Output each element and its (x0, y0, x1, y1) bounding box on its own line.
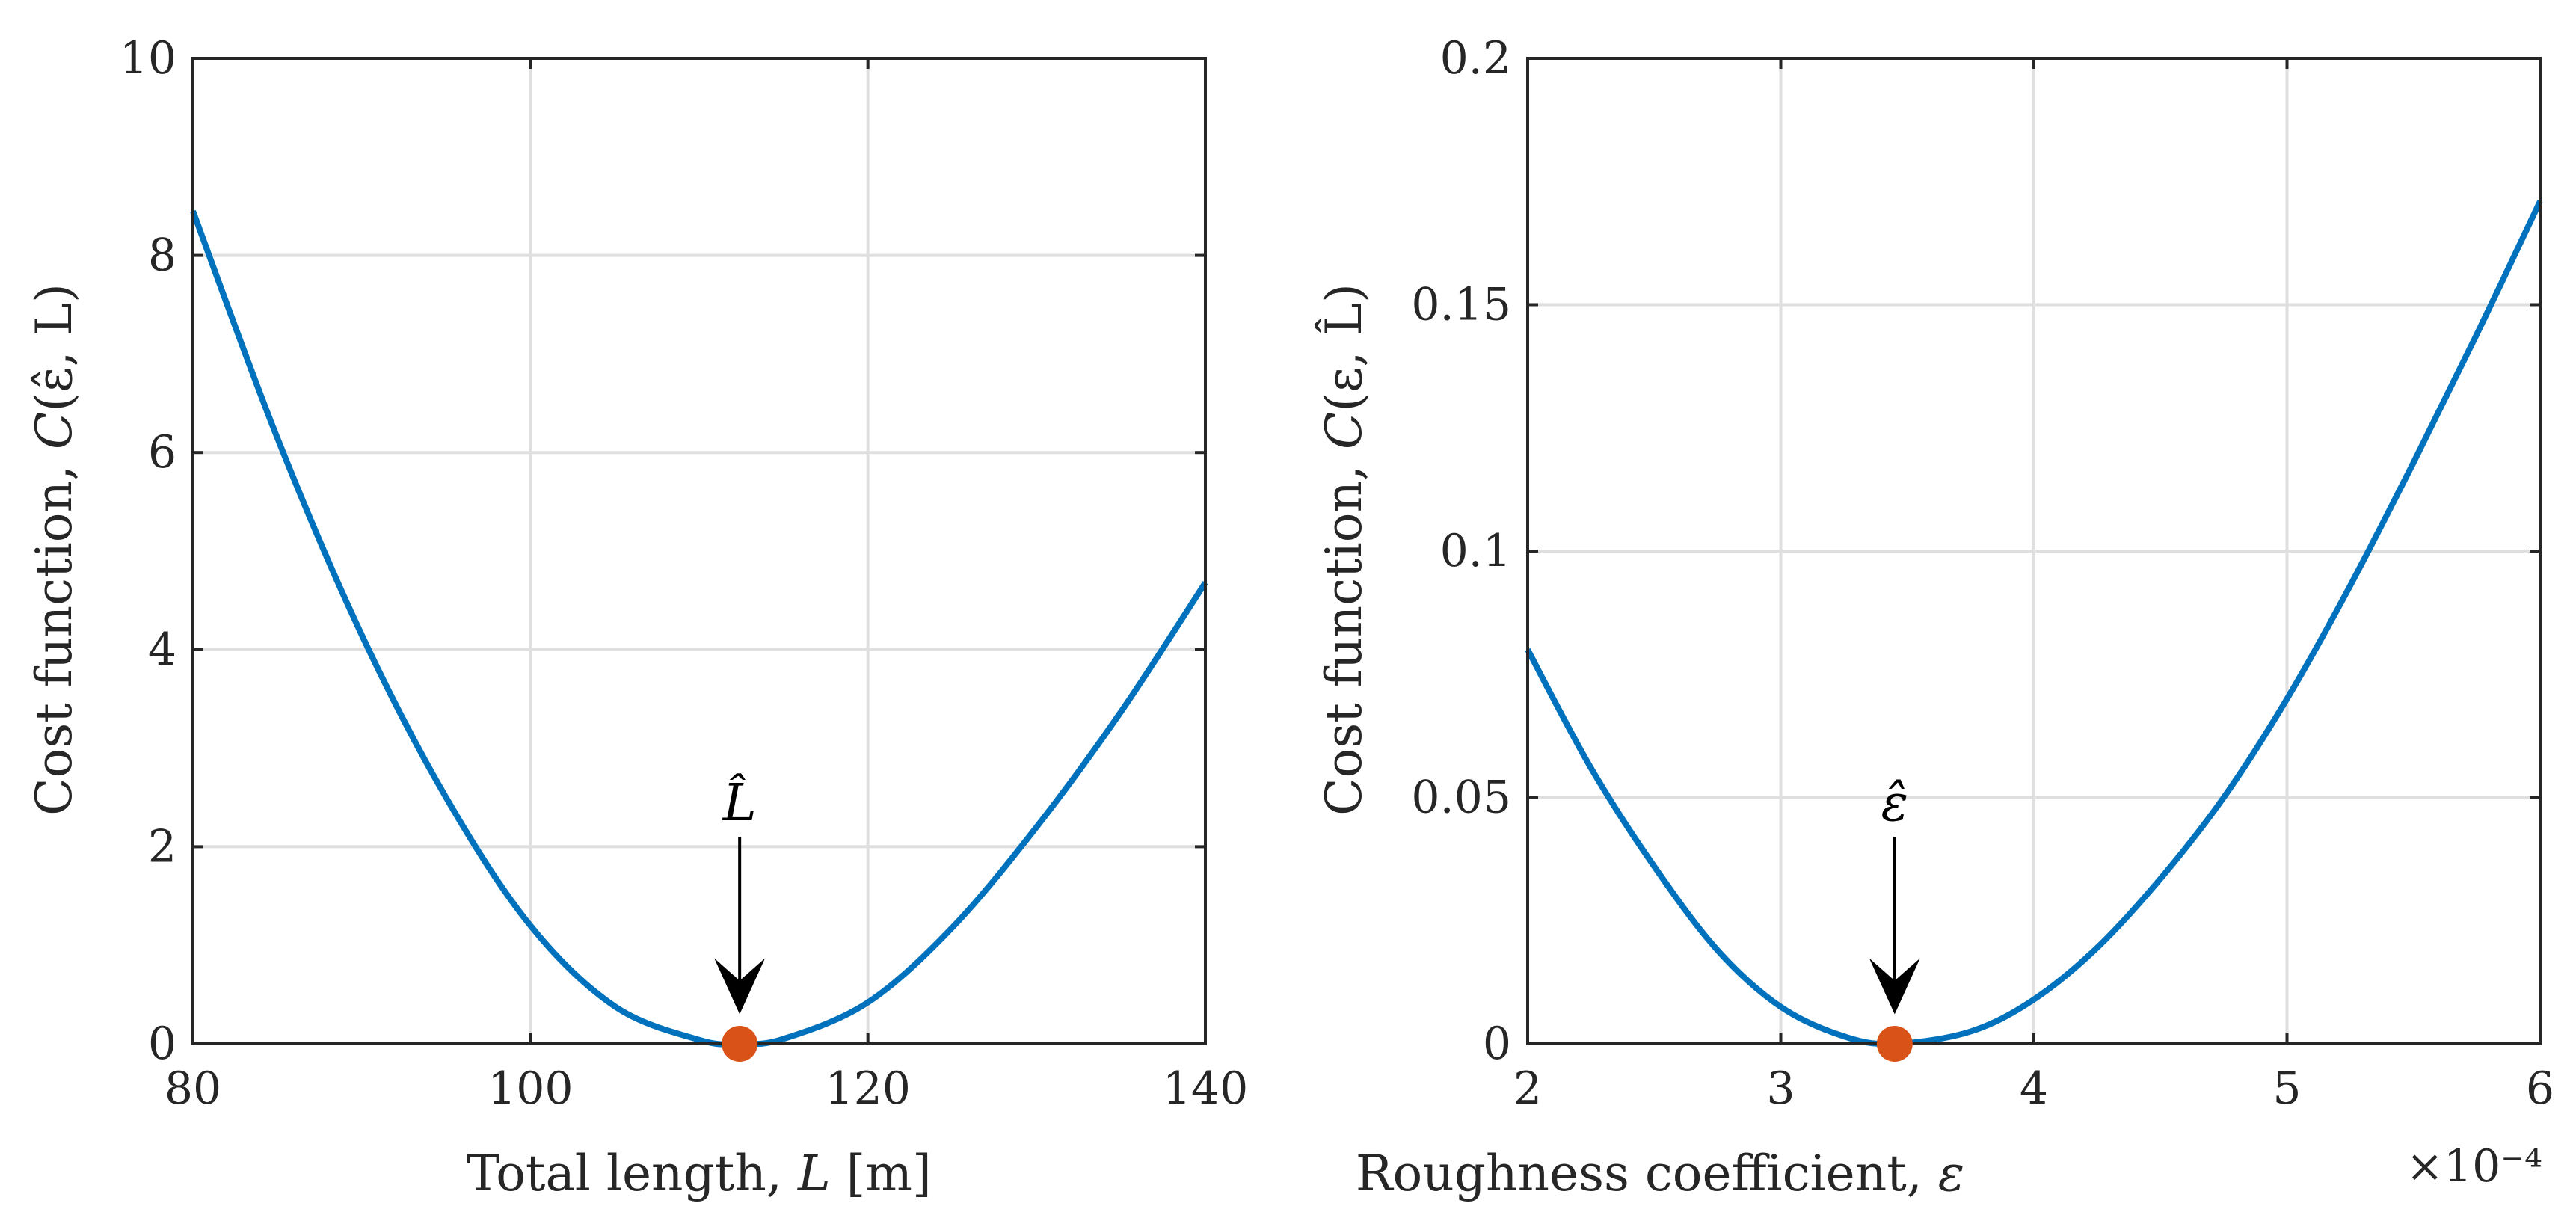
left-axes-frame (191, 57, 1207, 1045)
left-y-tick-label: 2 (148, 820, 176, 873)
right-x-tick-label: 6 (2526, 1062, 2554, 1115)
right-x-tick-label: 3 (1766, 1062, 1795, 1115)
left-y-tick-label: 10 (120, 32, 176, 84)
left-x-tick-label: 100 (488, 1062, 574, 1115)
left-y-axis-label: Cost function, C(ε̂, L) (25, 283, 83, 816)
left-y-ticks: 0 2 4 6 8 10 (120, 32, 1205, 1070)
left-y-tick-label: 0 (148, 1018, 176, 1070)
left-cost-curve (190, 209, 1208, 1048)
right-y-tick-label: 0.05 (1411, 772, 1511, 824)
left-grid (193, 58, 1205, 1044)
right-curve-group (1525, 200, 2543, 1048)
left-y-tick-label: 6 (148, 426, 176, 479)
left-y-tick-label: 8 (148, 230, 176, 282)
left-curve-group (190, 209, 1208, 1048)
right-y-axis-label: Cost function, C(ε, L̂) (1315, 283, 1373, 816)
right-x-tick-label: 2 (1513, 1062, 1542, 1115)
right-y-tick-label: 0 (1483, 1018, 1511, 1070)
right-y-tick-label: 0.1 (1440, 525, 1511, 577)
left-x-axis-label: Total length, L [m] (467, 1145, 931, 1202)
right-y-tick-label: 0.2 (1440, 32, 1511, 84)
left-annotation: L̂ (714, 773, 766, 1062)
left-x-tick-label: 80 (165, 1062, 221, 1115)
right-x-tick-label: 5 (2272, 1062, 2301, 1115)
right-annotation-arrow-head (1869, 958, 1920, 1015)
right-cost-curve (1525, 200, 2543, 1048)
left-x-ticks: 80 100 120 140 (165, 58, 1248, 1115)
right-x-ticks: 2 3 4 5 6 (1513, 58, 2554, 1115)
left-chart: 80 100 120 140 0 2 4 6 8 10 L̂ Total length, L [… (25, 32, 1248, 1202)
right-y-ticks: 0 0.05 0.1 0.15 0.2 (1411, 32, 2540, 1070)
right-annotation-label: ε̂ (1881, 774, 1909, 833)
right-minimum-marker (1876, 1026, 1913, 1062)
right-x-tick-label: 4 (2020, 1062, 2048, 1115)
left-minimum-marker (722, 1026, 758, 1062)
right-x-exponent-label: ×10⁻⁴ (2406, 1140, 2542, 1193)
right-x-axis-label: Roughness coefficient, ε (1356, 1145, 1964, 1202)
left-axes-box (191, 57, 1207, 1045)
left-annotation-arrow-head (714, 958, 766, 1015)
left-x-tick-label: 140 (1163, 1062, 1249, 1115)
left-y-tick-label: 4 (148, 624, 176, 676)
right-grid (1528, 58, 2540, 1044)
right-chart: 2 3 4 5 6 0 0.05 0.1 0.15 0.2 ε̂ Roughness coeff… (1315, 32, 2554, 1202)
left-annotation-label: L̂ (722, 773, 757, 833)
right-y-tick-label: 0.15 (1411, 279, 1511, 331)
left-x-tick-label: 120 (825, 1062, 911, 1115)
right-annotation: ε̂ (1869, 774, 1920, 1062)
